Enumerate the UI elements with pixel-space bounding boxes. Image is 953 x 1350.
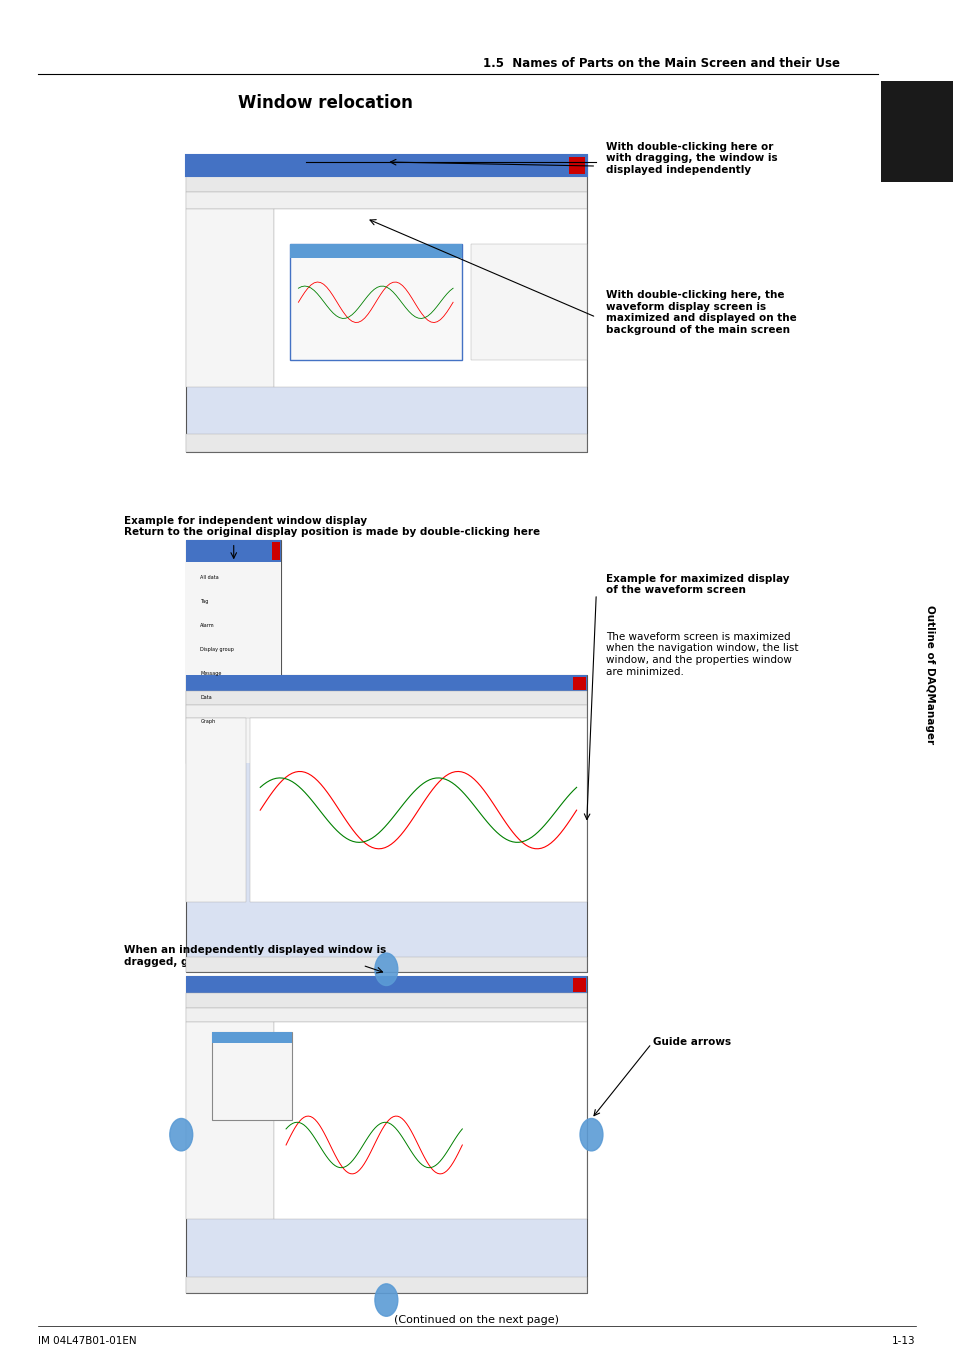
Bar (186, 155, 586, 452)
Text: Graph: Graph (200, 720, 215, 725)
Bar (186, 976, 586, 1293)
Circle shape (579, 1118, 602, 1150)
Bar (186, 193, 586, 209)
Bar (881, 81, 953, 182)
Bar (186, 1277, 586, 1293)
Text: IM 04L47B01-01EN: IM 04L47B01-01EN (38, 1336, 136, 1346)
Bar (186, 540, 281, 763)
Bar (186, 176, 586, 193)
Bar (274, 209, 586, 387)
Bar (250, 718, 586, 902)
Text: All data: All data (200, 575, 219, 580)
Bar (186, 1007, 586, 1022)
Text: With double-clicking here or
with dragging, the window is
displayed independentl: With double-clicking here or with draggi… (605, 142, 777, 176)
Bar (186, 675, 586, 691)
Circle shape (375, 1284, 397, 1316)
Circle shape (170, 1118, 193, 1150)
Text: 1: 1 (907, 117, 926, 146)
Text: Tag: Tag (200, 599, 209, 605)
Text: With double-clicking here, the
waveform display screen is
maximized and displaye: With double-clicking here, the waveform … (605, 290, 796, 335)
Bar (573, 676, 585, 690)
Text: Outline of DAQManager: Outline of DAQManager (924, 605, 934, 745)
Bar (186, 155, 586, 176)
Bar (213, 1031, 292, 1042)
Bar (186, 994, 586, 1007)
Bar (274, 1022, 586, 1219)
Text: (Continued on the next page): (Continued on the next page) (395, 1315, 558, 1326)
Bar (213, 1031, 292, 1120)
Bar (186, 675, 586, 972)
Text: When an independently displayed window is
dragged, guide arrows are displayed: When an independently displayed window i… (124, 945, 386, 967)
Bar (186, 209, 274, 387)
Text: Data: Data (200, 695, 212, 701)
Text: Display group: Display group (200, 647, 234, 652)
Bar (186, 976, 586, 994)
Bar (186, 155, 586, 176)
Bar (186, 1022, 274, 1219)
Bar (186, 562, 281, 763)
Text: 1.5  Names of Parts on the Main Screen and their Use: 1.5 Names of Parts on the Main Screen an… (482, 57, 839, 70)
Text: Alarm: Alarm (200, 624, 214, 628)
Text: Message: Message (200, 671, 221, 676)
Bar (290, 244, 461, 258)
Bar (573, 977, 585, 992)
Bar (186, 540, 281, 562)
Bar (471, 244, 586, 360)
Text: The waveform screen is maximized
when the navigation window, the list
window, an: The waveform screen is maximized when th… (605, 632, 798, 676)
Bar (290, 244, 461, 360)
Circle shape (375, 953, 397, 985)
Text: Window relocation: Window relocation (238, 95, 413, 112)
Text: Example for independent window display
Return to the original display position i: Example for independent window display R… (124, 516, 539, 537)
Bar (186, 957, 586, 972)
Bar (568, 158, 584, 174)
Bar (186, 435, 586, 452)
Text: 1-13: 1-13 (891, 1336, 915, 1346)
Bar (186, 718, 246, 902)
Text: Example for maximized display
of the waveform screen: Example for maximized display of the wav… (605, 574, 788, 595)
Bar (186, 705, 586, 718)
Text: Guide arrows: Guide arrows (653, 1037, 731, 1046)
Bar (272, 543, 279, 560)
Bar (186, 691, 586, 705)
